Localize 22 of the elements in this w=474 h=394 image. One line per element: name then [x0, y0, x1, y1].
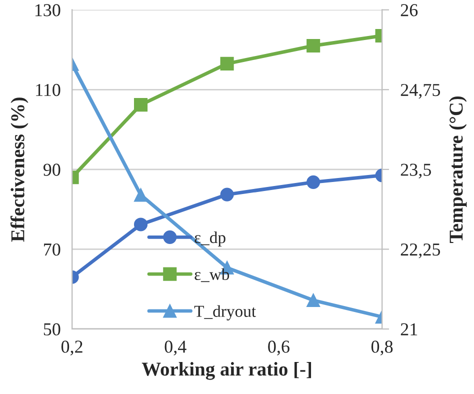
point: [220, 56, 234, 70]
y2-axis-title: Temperature (°C): [449, 96, 467, 243]
y2-tick-label: 23,5: [400, 164, 431, 178]
y-tick-label: 130: [35, 4, 60, 16]
x-tick-label: 0,4: [164, 340, 186, 356]
y2-tick-label: 22,25: [400, 244, 440, 258]
legend-label: ε_wb: [194, 268, 230, 282]
legend-label: ε_dp: [194, 231, 226, 247]
y2-tick-label: 21: [400, 323, 418, 336]
y-tick-label: 110: [36, 84, 60, 96]
x-tick-label: 0,6: [268, 340, 290, 356]
y-tick-label: 50: [44, 323, 60, 336]
x-tick-label: 0,2: [61, 340, 82, 356]
y2-tick-label: 26: [400, 4, 418, 16]
x-tick-label: 0,8: [371, 340, 393, 356]
y-tick-label: 70: [44, 243, 60, 256]
y-axis-title: Effectiveness (%): [10, 98, 28, 242]
x-axis-title: Working air ratio [-]: [142, 362, 312, 380]
point: [220, 188, 234, 202]
legend-label: T_dryout: [194, 305, 256, 320]
y-tick-label: 90: [43, 164, 60, 176]
y2-tick-label: 24,75: [400, 84, 440, 99]
